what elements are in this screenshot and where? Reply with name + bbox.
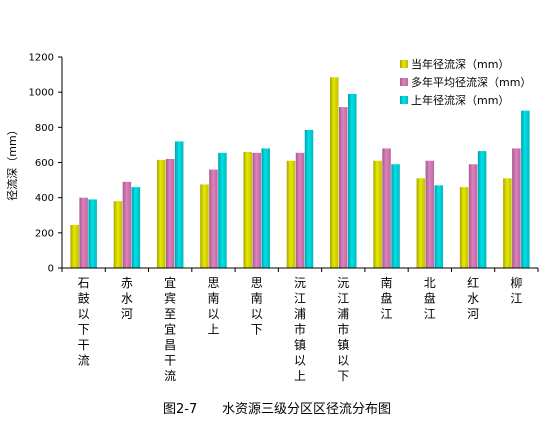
x-category-label: 柳江 [510,276,522,306]
bar-1-11 [503,178,512,268]
bar-2-4 [209,169,218,268]
y-tick-label: 200 [35,228,54,239]
bar-1-3 [156,159,166,268]
x-category-label: 思南以上 [207,276,219,337]
legend-label: 上年径流深（mm） [411,93,509,107]
figure-caption: 图2-7 水资源三级分区区径流分布图 [162,402,392,417]
bar-2-6 [295,152,305,268]
bar-1-4 [200,184,209,268]
bar-2-8 [382,148,391,268]
bar-3-2 [131,187,141,268]
bar-1-10 [459,187,469,268]
x-category-label: 思南以下 [251,276,263,337]
bars [70,77,530,269]
legend-label: 当年径流深（mm） [411,57,509,71]
x-category-label: 沅江浦市镇以下 [337,276,349,383]
legend-swatch [400,60,408,68]
y-tick-label: 1200 [29,53,54,64]
bar-2-11 [512,148,521,268]
bar-1-7 [330,77,339,269]
bar-3-3 [174,141,184,268]
bar-1-9 [416,178,426,268]
y-tick-label: 400 [35,193,54,204]
y-axis-ticks: 0 200 400 600 800 1000 1200 [29,53,62,275]
x-category-label: 红水河 [467,275,479,321]
y-tick-label: 1000 [29,88,54,99]
bar-3-7 [348,93,357,268]
bar-2-7 [339,107,348,268]
bar-3-8 [391,164,400,268]
bar-2-3 [165,158,175,268]
y-tick-label: 800 [35,123,54,134]
bar-1-8 [373,160,382,268]
y-axis-title: 径流深（mm） [5,124,19,200]
y-tick-label: 0 [48,264,54,275]
x-category-label: 宜宾至宜昌干流 [164,275,176,383]
bar-3-5 [261,148,270,268]
x-category-label: 赤水河 [121,276,133,321]
bar-2-1 [79,197,88,268]
bar-3-1 [88,199,97,268]
y-axis-title-text: 径流深（mm） [5,124,19,200]
legend-label: 多年平均径流深（mm） [411,75,531,89]
axes [61,57,539,272]
bar-2-9 [425,160,435,268]
bar-3-9 [434,185,444,268]
x-category-label: 石鼓以下干流 [78,276,90,368]
category-labels: 石鼓以下干流 赤水河 宜宾至宜昌干流 思南以上 思南以下 沅江浦市镇以上 沅江浦市镇以下 南盘… [78,275,523,383]
bar-3-6 [304,129,314,268]
legend-swatch [400,78,408,86]
bar-3-4 [218,152,227,268]
bar-1-6 [286,160,296,268]
bar-1-5 [243,151,252,268]
legend: 当年径流深（mm） 多年平均径流深（mm） 上年径流深（mm） [400,57,531,107]
bar-1-1 [70,224,79,268]
y-tick-label: 600 [35,158,54,169]
bar-2-10 [468,164,478,268]
bar-2-2 [122,181,132,268]
bar-3-11 [521,110,530,268]
bar-3-10 [477,151,487,268]
bar-2-5 [252,152,261,268]
bar-1-2 [113,201,123,268]
x-category-label: 南盘江 [381,275,393,321]
legend-swatch [400,96,408,104]
x-category-label: 沅江浦市镇以上 [294,276,306,383]
x-category-label: 北盘江 [424,276,436,321]
